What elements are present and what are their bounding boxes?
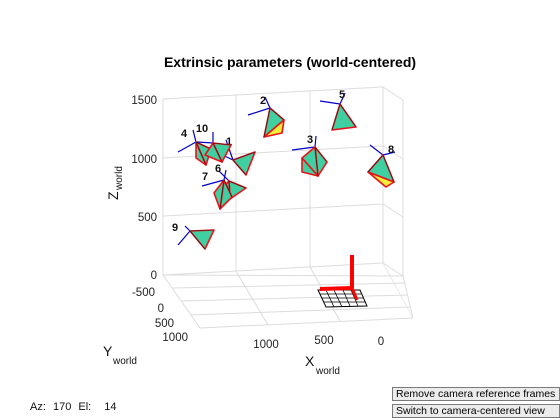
- camera-9-face: [189, 229, 215, 250]
- z-tick-0: 0: [151, 270, 157, 282]
- camera-7-label: 7: [202, 171, 208, 183]
- x-tick-500: 500: [314, 335, 333, 347]
- camera-10[interactable]: 10: [196, 123, 232, 163]
- camera-3-ray: [314, 146, 328, 163]
- camera-1[interactable]: 1: [211, 136, 256, 176]
- camera-4-label: 4: [181, 128, 188, 140]
- camera-2-face: [263, 119, 285, 138]
- camera-1-label: 1: [226, 136, 232, 148]
- y-axis-label: Y world: [103, 343, 137, 367]
- camera-5-label: 5: [339, 89, 345, 101]
- az-value: 170: [52, 401, 72, 413]
- camera-9-ray: [189, 230, 206, 250]
- z-tick-1000: 1000: [131, 154, 157, 166]
- camera-7-ray: [219, 179, 225, 210]
- switch-camera-view-button[interactable]: Switch to camera-centered view: [392, 404, 560, 418]
- camera-8-axis: [369, 144, 384, 156]
- camera-8-ray: [382, 154, 395, 183]
- camera-10-axis: [196, 141, 214, 144]
- camera-10-ray: [212, 142, 223, 163]
- z-tick-500: 500: [138, 212, 157, 224]
- camera-3[interactable]: 3: [291, 134, 328, 177]
- svg-text:world: world: [315, 366, 340, 377]
- camera-4-ray: [195, 141, 212, 150]
- y-tick-0: 0: [158, 303, 164, 315]
- camera-3-axis: [314, 135, 317, 148]
- camera-4-axis: [192, 129, 197, 143]
- camera-7[interactable]: 7: [201, 169, 233, 210]
- camera-2-axis: [247, 107, 271, 116]
- camera-3-label: 3: [307, 134, 313, 146]
- camera-4-axis: [177, 141, 197, 153]
- camera-3-ray: [314, 146, 319, 177]
- z-tick-1500: 1500: [131, 95, 157, 107]
- camera-6-axis: [218, 170, 230, 182]
- svg-text:Z: Z: [105, 191, 121, 200]
- remove-camera-frames-button[interactable]: Remove camera reference frames: [392, 387, 560, 401]
- svg-text:world: world: [114, 166, 125, 191]
- camera-7-ray: [223, 179, 233, 198]
- world-reference-frame: [317, 255, 368, 308]
- camera-9-axis: [184, 225, 191, 232]
- camera-3-axis: [291, 146, 316, 151]
- x-tick-1000: 1000: [253, 339, 279, 351]
- camera-5-axis: [319, 100, 341, 105]
- y-tick-m500: -500: [132, 287, 155, 299]
- x-tick-0: 0: [378, 336, 384, 348]
- camera-6-ray: [228, 180, 247, 189]
- camera-9-axis: [177, 230, 191, 246]
- chart-title: Extrinsic parameters (world-centered): [164, 54, 416, 70]
- y-tick-1000: 1000: [162, 332, 188, 344]
- camera-5-face: [331, 103, 357, 131]
- camera-5[interactable]: 5: [319, 89, 357, 131]
- camera-2[interactable]: 2: [247, 95, 285, 138]
- az-label: Az:: [30, 401, 46, 413]
- camera-5-ray: [339, 103, 357, 128]
- camera-2-axis: [264, 96, 271, 109]
- el-value: 14: [104, 401, 117, 413]
- camera-1-ray: [232, 159, 247, 176]
- camera-8-ray: [367, 154, 384, 173]
- el-label: El:: [78, 401, 92, 413]
- camera-2-ray: [263, 107, 271, 138]
- camera-5-ray: [331, 103, 341, 131]
- x-axis-label: X world: [305, 353, 340, 377]
- camera-3-face: [301, 157, 319, 177]
- camera-6-label: 6: [215, 163, 221, 175]
- svg-text:Y: Y: [103, 343, 113, 359]
- camera-2-label: 2: [260, 95, 266, 107]
- camera-8-face: [367, 171, 395, 188]
- svg-text:world: world: [112, 356, 137, 367]
- svg-text:X: X: [305, 353, 315, 369]
- z-axis-label: Z world: [105, 166, 125, 200]
- camera-4-ray: [195, 141, 207, 166]
- view-angle-readout: Az: 170 El: 14: [30, 401, 121, 413]
- camera-1-ray: [232, 151, 256, 161]
- camera-8-label: 8: [388, 144, 394, 156]
- camera-9-label: 9: [172, 222, 178, 234]
- camera-7-axis: [201, 179, 225, 187]
- camera-9[interactable]: 9: [172, 222, 215, 250]
- camera-7-axis: [223, 169, 227, 181]
- camera-5-axis: [339, 92, 346, 105]
- camera-9-ray: [189, 229, 215, 232]
- camera-10-label: 10: [196, 123, 208, 135]
- camera-8[interactable]: 8: [367, 144, 396, 188]
- y-tick-500: 500: [155, 318, 174, 330]
- camera-10-ray: [212, 142, 232, 146]
- camera-2-ray: [269, 107, 285, 121]
- camera-1-axis: [225, 139, 234, 161]
- camera-8-axis: [382, 151, 396, 156]
